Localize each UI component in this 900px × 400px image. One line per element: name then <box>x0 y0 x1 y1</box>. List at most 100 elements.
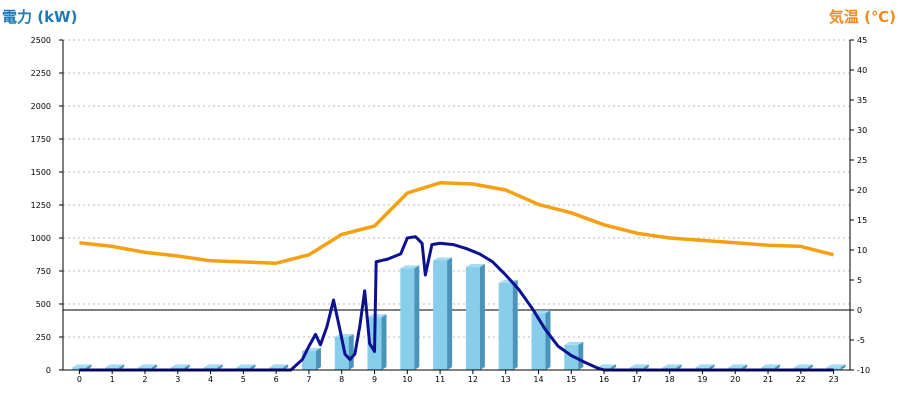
right-tick-label: 10 <box>857 246 867 255</box>
bar-side <box>381 314 387 370</box>
bar <box>498 279 518 370</box>
bar-face <box>400 268 415 370</box>
right-tick-label: -10 <box>857 366 870 375</box>
bar-top <box>662 364 682 368</box>
x-tick-label: 11 <box>435 375 445 384</box>
bar-top <box>105 364 125 368</box>
x-tick-label: 10 <box>402 375 412 384</box>
bar-top <box>629 364 649 368</box>
left-tick-label: 2250 <box>31 69 51 78</box>
bar-side <box>840 364 846 370</box>
x-tick-label: 1 <box>110 375 115 384</box>
right-tick-label: 20 <box>857 186 867 195</box>
x-tick-label: 0 <box>77 375 82 384</box>
left-axis-title: 電力 (kW) <box>2 8 77 26</box>
temperature-line <box>79 181 835 265</box>
left-tick-label: 0 <box>46 366 51 375</box>
bar-top <box>203 364 223 368</box>
bar-top <box>236 364 256 368</box>
bar-side <box>414 265 420 370</box>
bar-face <box>531 313 546 370</box>
right-tick-label: 35 <box>857 96 867 105</box>
bar-top <box>564 341 584 345</box>
left-tick-label: 750 <box>36 267 51 276</box>
bar-top <box>367 314 387 318</box>
gridlines <box>63 39 850 338</box>
bar-top <box>761 364 781 368</box>
bar-top <box>170 364 190 368</box>
bar-face <box>433 260 448 370</box>
bar-top <box>400 265 420 269</box>
bar-top <box>826 364 846 368</box>
bar-top <box>433 257 453 261</box>
left-tick-label: 500 <box>36 300 51 309</box>
bar-top <box>597 364 617 368</box>
bar-side <box>348 334 354 370</box>
bar-face <box>334 337 349 370</box>
bar-side <box>315 347 321 370</box>
right-tick-label: 45 <box>857 36 867 45</box>
right-tick-label: 5 <box>857 276 862 285</box>
x-tick-label: 6 <box>274 375 279 384</box>
right-tick-label: -5 <box>857 336 865 345</box>
left-tick-label: 1500 <box>31 168 51 177</box>
x-tick-label: 20 <box>730 375 740 384</box>
bar <box>433 257 453 370</box>
x-tick-label: 7 <box>306 375 311 384</box>
bar-top <box>72 364 92 368</box>
bar-face <box>498 282 513 370</box>
x-tick-label: 14 <box>533 375 543 384</box>
x-tick-label: 15 <box>566 375 576 384</box>
x-tick-label: 22 <box>796 375 806 384</box>
bar-side <box>545 310 551 370</box>
left-tick-label: 250 <box>36 333 51 342</box>
x-tick-label: 4 <box>208 375 213 384</box>
x-tick-label: 5 <box>241 375 246 384</box>
bar <box>465 264 485 370</box>
x-tick-label: 9 <box>372 375 377 384</box>
x-tick-label: 23 <box>829 375 839 384</box>
bar-side <box>578 341 584 370</box>
left-tick-label: 1000 <box>31 234 51 243</box>
x-tick-label: 13 <box>501 375 511 384</box>
right-tick-label: 0 <box>857 306 862 315</box>
x-tick-label: 16 <box>599 375 609 384</box>
x-tick-label: 12 <box>468 375 478 384</box>
left-tick-label: 1250 <box>31 201 51 210</box>
right-axis-title: 気温 (℃) <box>829 8 896 26</box>
bar-side <box>512 279 518 370</box>
bar <box>301 347 321 370</box>
left-tick-label: 2500 <box>31 36 51 45</box>
right-tick-label: 40 <box>857 66 867 75</box>
bar-top <box>269 364 289 368</box>
left-tick-label: 2000 <box>31 102 51 111</box>
x-tick-label: 3 <box>175 375 180 384</box>
right-tick-label: 30 <box>857 126 867 135</box>
axes <box>59 39 854 374</box>
bar-side <box>479 264 485 370</box>
bar-series <box>72 257 846 370</box>
x-tick-label: 8 <box>339 375 344 384</box>
bar-face <box>465 267 480 370</box>
x-tick-label: 17 <box>632 375 642 384</box>
x-tick-label: 18 <box>665 375 675 384</box>
bar-top <box>465 264 485 268</box>
x-tick-label: 2 <box>142 375 147 384</box>
bar-top <box>695 364 715 368</box>
x-tick-label: 19 <box>697 375 707 384</box>
power-line <box>79 235 834 372</box>
bar <box>334 334 354 370</box>
left-tick-label: 1750 <box>31 135 51 144</box>
bar-top <box>728 364 748 368</box>
line-series <box>79 181 835 372</box>
bar-top <box>793 364 813 368</box>
bar-top <box>137 364 157 368</box>
tick-labels: 02505007501000125015001750200022502500-1… <box>31 36 870 384</box>
bar-side <box>447 257 453 370</box>
x-tick-label: 21 <box>763 375 773 384</box>
bar <box>531 310 551 370</box>
right-tick-label: 15 <box>857 216 867 225</box>
bar <box>400 265 420 370</box>
right-tick-label: 25 <box>857 156 867 165</box>
